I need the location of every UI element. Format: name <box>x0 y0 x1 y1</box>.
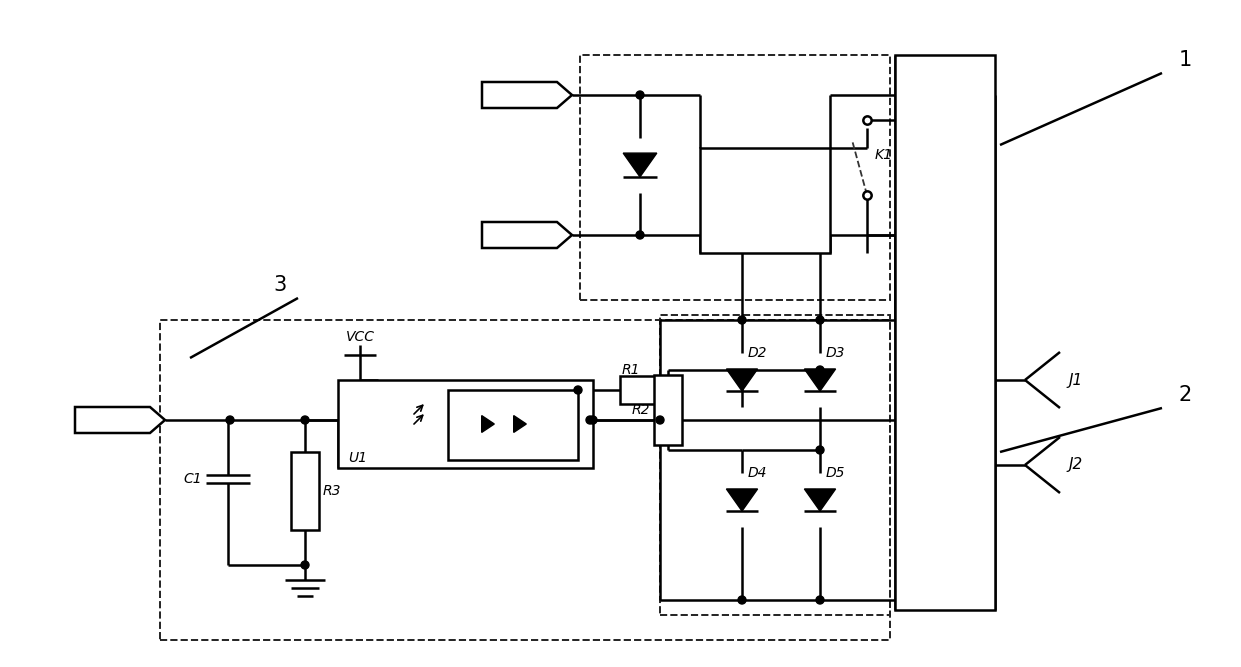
Circle shape <box>656 416 664 424</box>
Bar <box>654 375 683 445</box>
Bar <box>160 320 890 640</box>
Bar <box>895 55 995 610</box>
Text: CURRENT: CURRENT <box>78 413 145 427</box>
Circle shape <box>635 91 644 99</box>
Text: VCC: VCC <box>345 330 375 344</box>
Circle shape <box>817 446 824 454</box>
Text: J2: J2 <box>1069 458 1082 472</box>
Text: K1: K1 <box>875 148 894 162</box>
Text: R1: R1 <box>622 363 640 377</box>
Polygon shape <box>482 222 572 248</box>
Text: 1: 1 <box>1179 50 1191 70</box>
Bar <box>620 376 660 404</box>
Polygon shape <box>726 369 757 391</box>
Text: 2: 2 <box>1179 385 1191 405</box>
Polygon shape <box>514 416 526 432</box>
Circle shape <box>589 416 597 424</box>
Text: R3: R3 <box>323 484 341 498</box>
Text: D5: D5 <box>827 466 845 480</box>
Polygon shape <box>482 82 572 108</box>
Text: C1: C1 <box>184 472 202 486</box>
Circle shape <box>226 416 235 424</box>
Polygon shape <box>623 153 656 177</box>
Circle shape <box>586 416 594 424</box>
Circle shape <box>817 316 824 324</box>
Circle shape <box>738 596 746 604</box>
Bar <box>580 55 890 300</box>
Polygon shape <box>726 489 757 511</box>
Text: D3: D3 <box>827 346 845 360</box>
Bar <box>660 315 890 615</box>
Polygon shape <box>74 407 165 433</box>
Circle shape <box>302 561 309 569</box>
Polygon shape <box>482 416 494 432</box>
Circle shape <box>302 416 309 424</box>
Polygon shape <box>804 489 835 511</box>
Circle shape <box>817 366 824 374</box>
Circle shape <box>738 316 746 324</box>
Circle shape <box>575 386 582 394</box>
Text: D2: D2 <box>748 346 767 360</box>
Bar <box>448 390 578 460</box>
Circle shape <box>817 596 824 604</box>
Text: R2: R2 <box>632 403 650 417</box>
Text: U1: U1 <box>347 451 367 465</box>
Circle shape <box>635 231 644 239</box>
Text: RELAY+: RELAY+ <box>491 88 547 102</box>
Bar <box>290 452 319 530</box>
Bar <box>700 148 830 253</box>
Polygon shape <box>804 369 835 391</box>
Text: 3: 3 <box>273 275 287 295</box>
Text: J1: J1 <box>1069 372 1082 388</box>
Bar <box>338 380 593 468</box>
Text: RELAY-: RELAY- <box>495 228 542 242</box>
Text: D4: D4 <box>748 466 767 480</box>
